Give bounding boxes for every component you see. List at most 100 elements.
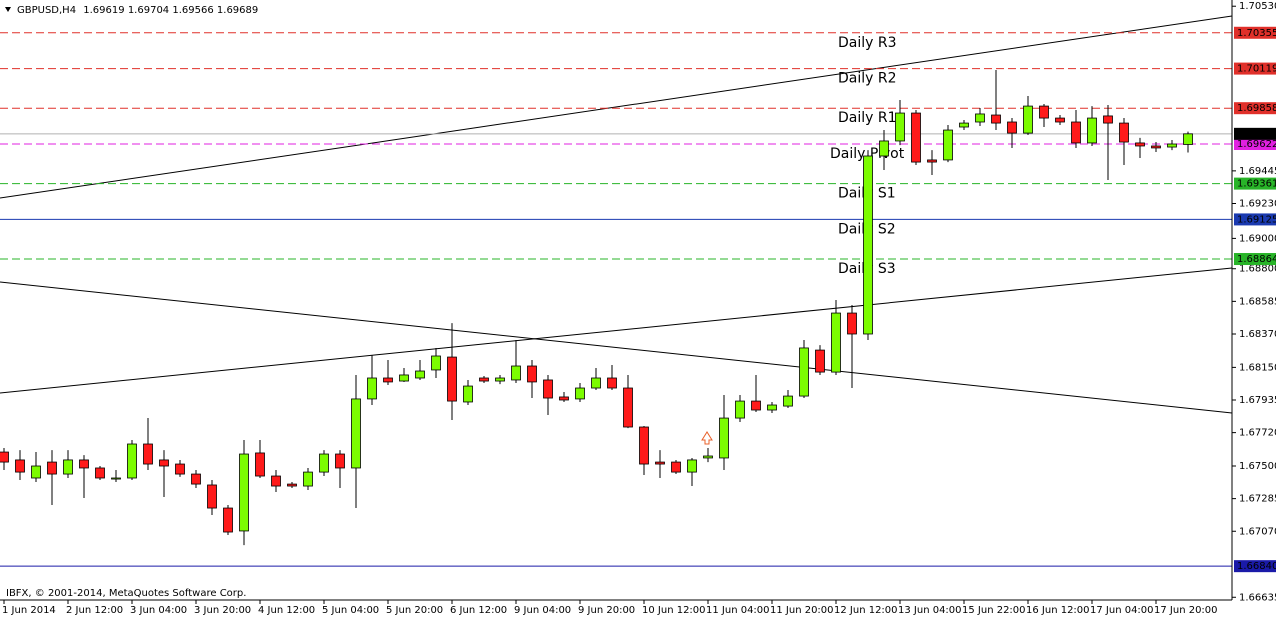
price-tag-label: 1.70355 — [1237, 28, 1276, 39]
y-tick-label: 1.66635 — [1239, 592, 1276, 603]
candle-body — [495, 377, 505, 382]
candle-body — [63, 459, 73, 475]
candle-body — [799, 347, 809, 397]
candle-body — [543, 379, 553, 399]
price-tag-label: 1.69622 — [1237, 139, 1276, 150]
candle-body — [959, 122, 969, 128]
y-tick-label: 1.68800 — [1239, 264, 1276, 275]
header-close: 1.69689 — [217, 5, 258, 16]
candle-body — [271, 475, 281, 487]
candle-body — [175, 463, 185, 475]
candle-body — [47, 461, 57, 475]
candle-body — [319, 453, 329, 473]
candle-body — [607, 377, 617, 389]
candle-body — [751, 400, 761, 411]
y-tick-label: 1.68150 — [1239, 362, 1276, 373]
candle-body — [0, 451, 9, 463]
price-tag — [1234, 177, 1276, 190]
x-tick-label: 1 Jun 2014 — [2, 605, 56, 616]
price-tag — [1234, 26, 1276, 39]
candle-body — [223, 507, 233, 533]
candle-body — [287, 483, 297, 487]
x-tick-label: 2 Jun 12:00 — [66, 605, 123, 616]
candle-body — [367, 377, 377, 400]
candle-body — [911, 112, 921, 163]
candle-body — [975, 113, 985, 123]
candle-body — [383, 377, 393, 383]
candle-body — [703, 455, 713, 459]
price-tag-label: 1.69689 — [1237, 129, 1276, 140]
candle-body — [559, 396, 569, 401]
x-tick-label: 3 Jun 04:00 — [130, 605, 187, 616]
x-tick-label: 10 Jun 12:00 — [642, 605, 706, 616]
candle-body — [687, 459, 697, 473]
candle-body — [431, 355, 441, 371]
x-tick-label: 11 Jun 04:00 — [706, 605, 770, 616]
candle-body — [1039, 105, 1049, 119]
x-tick-label: 11 Jun 20:00 — [770, 605, 834, 616]
candle-body — [783, 395, 793, 407]
candle-body — [15, 459, 25, 473]
y-tick-label: 1.68585 — [1239, 296, 1276, 307]
price-tag-label: 1.69125 — [1237, 214, 1276, 225]
y-tick-label: 1.69230 — [1239, 198, 1276, 209]
candle-body — [863, 155, 873, 335]
candle-body — [111, 477, 121, 480]
copyright: IBFX, © 2001-2014, MetaQuotes Software C… — [6, 588, 246, 599]
y-tick-label: 1.68370 — [1239, 329, 1276, 340]
candle-body — [655, 461, 665, 465]
candle-body — [991, 114, 1001, 124]
candle-body — [895, 112, 905, 142]
y-tick-label: 1.67285 — [1239, 494, 1276, 505]
candle-body — [255, 452, 265, 477]
price-tag — [1234, 560, 1276, 573]
x-tick-label: 15 Jun 22:00 — [962, 605, 1026, 616]
y-tick-label: 1.67500 — [1239, 461, 1276, 472]
candle-body — [1151, 145, 1161, 149]
candle-body — [1087, 117, 1097, 144]
candle-body — [879, 140, 889, 157]
candle-body — [1183, 133, 1193, 145]
candle-body — [639, 426, 649, 465]
candle-body — [767, 404, 777, 411]
candle-body — [511, 365, 521, 381]
candle-body — [79, 459, 89, 469]
y-tick-label: 1.67070 — [1239, 526, 1276, 537]
candle-body — [239, 453, 249, 532]
x-tick-label: 17 Jun 20:00 — [1154, 605, 1218, 616]
trend-line — [0, 15, 1233, 199]
x-tick-label: 5 Jun 04:00 — [322, 605, 379, 616]
candle-body — [335, 453, 345, 469]
price-tag — [1234, 253, 1276, 266]
candle-body — [207, 484, 217, 509]
x-tick-label: 4 Jun 12:00 — [258, 605, 315, 616]
candle-body — [1103, 115, 1113, 124]
candle-body — [847, 312, 857, 335]
x-tick-label: 3 Jun 20:00 — [194, 605, 251, 616]
candle-body — [447, 356, 457, 402]
candle-body — [463, 385, 473, 403]
price-tag — [1234, 138, 1276, 151]
chart-header: GBPUSD,H4 1.69619 1.69704 1.69566 1.6968… — [17, 5, 258, 16]
price-tag — [1234, 213, 1276, 226]
candle-body — [415, 370, 425, 379]
candle-body — [575, 387, 585, 400]
x-tick-label: 13 Jun 04:00 — [898, 605, 962, 616]
candles — [0, 69, 1193, 546]
x-tick-label: 9 Jun 04:00 — [514, 605, 571, 616]
candle-body — [127, 443, 137, 479]
price-tag-label: 1.69858 — [1237, 103, 1276, 114]
price-tag — [1234, 102, 1276, 115]
price-tag-label: 1.69361 — [1237, 179, 1276, 190]
x-tick-label: 6 Jun 12:00 — [450, 605, 507, 616]
price-tag — [1234, 62, 1276, 75]
price-tag — [1234, 127, 1276, 140]
x-tick-label: 16 Jun 12:00 — [1026, 605, 1090, 616]
candle-body — [1023, 105, 1033, 134]
candle-body — [943, 129, 953, 161]
y-tick-label: 1.69445 — [1239, 166, 1276, 177]
level-name: Daily R3 — [838, 35, 897, 51]
candle-body — [159, 459, 169, 467]
